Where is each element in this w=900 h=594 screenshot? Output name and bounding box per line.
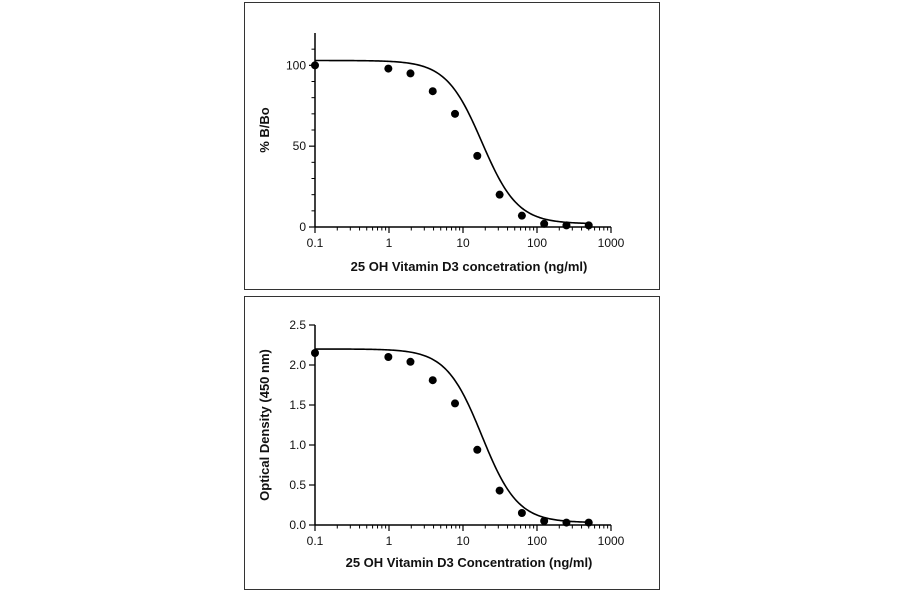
data-point [473,445,482,454]
data-point [540,219,549,228]
data-point [584,221,593,230]
data-point [495,190,504,199]
y-tick-label: 2.0 [289,358,306,372]
x-tick-label: 100 [527,236,547,250]
data-point [406,357,415,366]
chart-panel-bottom: 0.1 1 10 100 1000 0.0 0.5 1.0 1.5 2.0 2.5 25 OH Vit… [244,296,660,590]
y-tick-label: 0 [299,220,306,234]
x-tick-label: 0.1 [307,534,324,548]
y-tick-label: 0.0 [289,518,306,532]
data-point [495,486,504,495]
optical-density-chart: 0.1 1 10 100 1000 0.0 0.5 1.0 1.5 2.0 2.5 25 OH Vit… [257,318,625,570]
data-point [451,399,460,408]
y-tick-label: 100 [286,58,306,72]
y-tick-label: 2.5 [289,318,306,332]
x-tick-label: 100 [527,534,547,548]
y-tick-label: 1.5 [289,398,306,412]
data-point [428,376,437,385]
x-tick-label: 1 [386,236,393,250]
fit-curve [315,348,589,523]
x-axis-label: 25 OH Vitamin D3 concetration (ng/ml) [351,259,588,274]
data-point [473,151,482,160]
data-point [451,109,460,118]
binding-curve-chart: 0.1 1 10 100 1000 0 50 100 25 OH Vitamin D3 conc… [257,33,625,274]
x-tick-label: 10 [456,534,470,548]
data-point [562,518,571,527]
data-point [517,509,526,517]
y-axis-label: % B/Bo [257,107,272,153]
x-tick-label: 1 [386,534,393,548]
x-tick-label: 1000 [598,236,625,250]
data-point [540,517,549,525]
x-tick-label: 0.1 [307,236,324,250]
y-tick-label: 0.5 [289,478,306,492]
data-point [562,221,571,230]
x-axis-label: 25 OH Vitamin D3 Concentration (ng/ml) [346,555,593,570]
chart-panel-top: 0.1 1 10 100 1000 0 50 100 25 OH Vitamin D3 conc… [244,2,660,290]
y-axis-label: Optical Density (450 nm) [257,349,272,501]
data-point [311,349,319,357]
x-tick-label: 1000 [598,534,625,548]
data-point [384,64,393,73]
data-point [584,518,593,527]
data-point [406,69,415,78]
x-tick-label: 10 [456,236,470,250]
data-point [384,353,393,361]
y-tick-label: 1.0 [289,438,306,452]
data-point [428,87,437,96]
data-point [517,211,526,220]
y-tick-label: 50 [293,139,307,153]
fit-curve [315,59,589,225]
data-point [311,61,319,70]
